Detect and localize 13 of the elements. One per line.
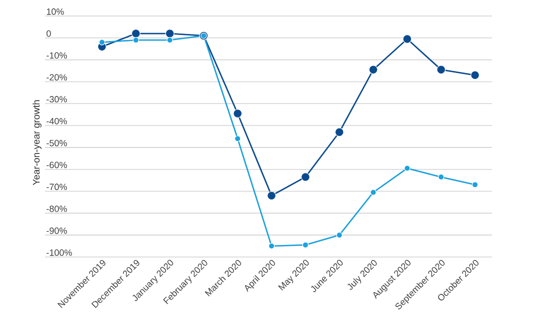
y-tick-label: -100% [46,249,72,256]
y-tick-label: 0 [46,30,51,37]
y-tick-label: 10% [46,8,64,15]
y-tick-label: -40% [46,118,67,124]
y-axis-title: Year-on-year growth [32,100,42,186]
y-tick-label: -80% [46,206,67,212]
y-tick-label: -90% [46,228,67,234]
y-tick-label: -70% [46,184,67,190]
y-tick-label: -10% [46,52,67,59]
y-tick-label: -30% [46,96,67,102]
y-tick-label: -20% [46,74,67,81]
y-tick-label: -60% [46,162,67,168]
y-tick-label: -50% [46,140,67,146]
